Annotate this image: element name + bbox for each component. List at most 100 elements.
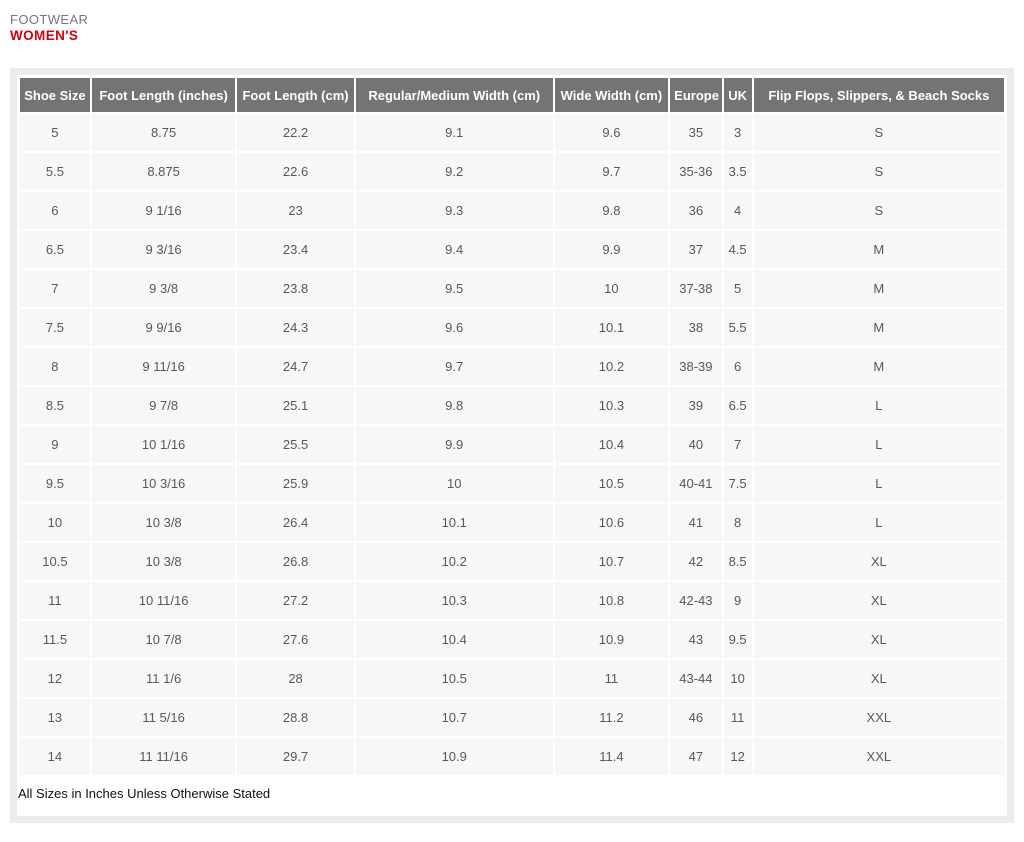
table-cell: 10.5 bbox=[554, 465, 669, 502]
size-chart-table: Shoe Size Foot Length (inches) Foot Length… bbox=[18, 76, 1006, 777]
table-cell: M bbox=[753, 348, 1004, 385]
table-cell: 12 bbox=[20, 660, 90, 697]
table-row: 12 11 1/6 28 10.5 11 43-44 10 XL bbox=[20, 660, 1004, 697]
table-cell: 10 bbox=[723, 660, 752, 697]
column-header: Foot Length (inches) bbox=[91, 78, 236, 112]
table-cell: 10.8 bbox=[554, 582, 669, 619]
table-cell: 9 9/16 bbox=[91, 309, 236, 346]
table-cell: 9.5 bbox=[723, 621, 752, 658]
table-cell: 46 bbox=[670, 699, 722, 736]
table-cell: 8.875 bbox=[91, 153, 236, 190]
table-body: 5 8.75 22.2 9.1 9.6 35 3 S 5.5 8.875 22.6 9.2 9.7 35-… bbox=[20, 114, 1004, 775]
table-cell: 9 3/8 bbox=[91, 270, 236, 307]
table-cell: 8 bbox=[20, 348, 90, 385]
table-cell: 28.8 bbox=[237, 699, 354, 736]
table-cell: 10.5 bbox=[355, 660, 553, 697]
table-cell: 13 bbox=[20, 699, 90, 736]
table-cell: 8.5 bbox=[20, 387, 90, 424]
page-title: WOMEN'S bbox=[10, 28, 79, 43]
table-cell: 6 bbox=[20, 192, 90, 229]
table-cell: 27.2 bbox=[237, 582, 354, 619]
table-cell: 24.7 bbox=[237, 348, 354, 385]
table-row: 9 10 1/16 25.5 9.9 10.4 40 7 L bbox=[20, 426, 1004, 463]
table-cell: 23.8 bbox=[237, 270, 354, 307]
table-cell: 9 1/16 bbox=[91, 192, 236, 229]
table-row: 11 10 11/16 27.2 10.3 10.8 42-43 9 XL bbox=[20, 582, 1004, 619]
table-cell: 9.7 bbox=[355, 348, 553, 385]
table-cell: 9.6 bbox=[554, 114, 669, 151]
table-cell: 42-43 bbox=[670, 582, 722, 619]
table-cell: 3 bbox=[723, 114, 752, 151]
table-cell: 10 bbox=[20, 504, 90, 541]
table-cell: 7.5 bbox=[20, 309, 90, 346]
table-cell: 24.3 bbox=[237, 309, 354, 346]
table-cell: L bbox=[753, 504, 1004, 541]
table-cell: 38 bbox=[670, 309, 722, 346]
table-cell: 11 bbox=[554, 660, 669, 697]
table-row: 14 11 11/16 29.7 10.9 11.4 47 12 XXL bbox=[20, 738, 1004, 775]
table-cell: L bbox=[753, 465, 1004, 502]
table-cell: 26.4 bbox=[237, 504, 354, 541]
table-cell: 29.7 bbox=[237, 738, 354, 775]
table-cell: 41 bbox=[670, 504, 722, 541]
table-cell: 6 bbox=[723, 348, 752, 385]
table-cell: 6.5 bbox=[20, 231, 90, 268]
table-cell: 47 bbox=[670, 738, 722, 775]
table-cell: 27.6 bbox=[237, 621, 354, 658]
table-cell: 5.5 bbox=[20, 153, 90, 190]
table-cell: L bbox=[753, 426, 1004, 463]
table-row: 5.5 8.875 22.6 9.2 9.7 35-36 3.5 S bbox=[20, 153, 1004, 190]
table-cell: 9.1 bbox=[355, 114, 553, 151]
table-cell: 10.5 bbox=[20, 543, 90, 580]
table-cell: 22.2 bbox=[237, 114, 354, 151]
page-header: FOOTWEAR WOMEN'S bbox=[0, 0, 1024, 44]
table-cell: XL bbox=[753, 660, 1004, 697]
table-row: 5 8.75 22.2 9.1 9.6 35 3 S bbox=[20, 114, 1004, 151]
table-cell: M bbox=[753, 270, 1004, 307]
column-header: Shoe Size bbox=[20, 78, 90, 112]
table-cell: L bbox=[753, 387, 1004, 424]
table-cell: 10.4 bbox=[554, 426, 669, 463]
table-cell: 10.2 bbox=[554, 348, 669, 385]
table-cell: 3.5 bbox=[723, 153, 752, 190]
table-cell: 10.7 bbox=[355, 699, 553, 736]
table-cell: 10.1 bbox=[554, 309, 669, 346]
table-cell: 26.8 bbox=[237, 543, 354, 580]
table-cell: 9.3 bbox=[355, 192, 553, 229]
table-cell: 10.4 bbox=[355, 621, 553, 658]
table-cell: 10.1 bbox=[355, 504, 553, 541]
table-cell: 9 11/16 bbox=[91, 348, 236, 385]
table-cell: 11 bbox=[723, 699, 752, 736]
table-cell: 37-38 bbox=[670, 270, 722, 307]
table-cell: 10 bbox=[355, 465, 553, 502]
table-cell: 4.5 bbox=[723, 231, 752, 268]
table-cell: 11 1/6 bbox=[91, 660, 236, 697]
table-cell: XXL bbox=[753, 738, 1004, 775]
table-cell: 10 3/16 bbox=[91, 465, 236, 502]
table-cell: 35 bbox=[670, 114, 722, 151]
table-row: 6.5 9 3/16 23.4 9.4 9.9 37 4.5 M bbox=[20, 231, 1004, 268]
table-cell: 9.6 bbox=[355, 309, 553, 346]
table-cell: 9.4 bbox=[355, 231, 553, 268]
table-cell: 4 bbox=[723, 192, 752, 229]
category-label: FOOTWEAR bbox=[10, 12, 89, 27]
table-row: 10 10 3/8 26.4 10.1 10.6 41 8 L bbox=[20, 504, 1004, 541]
table-cell: 9.2 bbox=[355, 153, 553, 190]
table-cell: 39 bbox=[670, 387, 722, 424]
table-cell: 43-44 bbox=[670, 660, 722, 697]
table-cell: 12 bbox=[723, 738, 752, 775]
table-cell: S bbox=[753, 192, 1004, 229]
table-cell: 10.3 bbox=[355, 582, 553, 619]
table-cell: 25.9 bbox=[237, 465, 354, 502]
table-cell: 10.7 bbox=[554, 543, 669, 580]
table-cell: 11 5/16 bbox=[91, 699, 236, 736]
table-cell: 25.1 bbox=[237, 387, 354, 424]
table-cell: 9.7 bbox=[554, 153, 669, 190]
table-row: 8.5 9 7/8 25.1 9.8 10.3 39 6.5 L bbox=[20, 387, 1004, 424]
table-cell: 23.4 bbox=[237, 231, 354, 268]
table-cell: 9.5 bbox=[20, 465, 90, 502]
table-cell: 10.9 bbox=[355, 738, 553, 775]
table-cell: 40 bbox=[670, 426, 722, 463]
table-cell: 9.5 bbox=[355, 270, 553, 307]
column-header: Flip Flops, Slippers, & Beach Socks bbox=[753, 78, 1004, 112]
